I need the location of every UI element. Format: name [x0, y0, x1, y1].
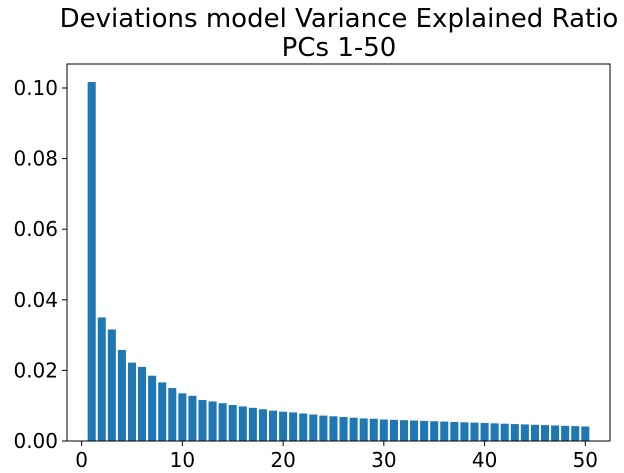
chart-title: Deviations model Variance Explained Rati…: [60, 4, 619, 34]
bar-pc-43: [510, 424, 519, 441]
bar-pc-30: [379, 419, 388, 441]
bar-pc-33: [410, 420, 419, 441]
bar-pc-20: [279, 411, 288, 441]
bar-pc-28: [359, 418, 368, 441]
bar-pc-22: [299, 413, 308, 441]
bar-pc-27: [349, 417, 358, 441]
y-tick-label: 0.06: [13, 217, 58, 241]
x-tick-label: 0: [75, 448, 88, 472]
bar-pc-34: [420, 420, 429, 441]
bar-pc-7: [148, 375, 157, 441]
bar-pc-32: [399, 420, 409, 441]
bar-pc-15: [228, 404, 237, 441]
bar-pc-38: [460, 422, 469, 441]
bar-pc-18: [258, 409, 267, 441]
bar-pc-25: [329, 416, 338, 441]
bar-pc-36: [440, 421, 449, 441]
bar-pc-2: [97, 317, 106, 441]
bar-pc-31: [389, 419, 398, 441]
bar-pc-13: [208, 401, 217, 441]
bar-pc-42: [500, 423, 509, 441]
bar-pc-45: [530, 424, 539, 441]
bar-pc-44: [520, 424, 529, 441]
bar-pc-9: [168, 388, 177, 441]
bar-pc-5: [127, 362, 137, 441]
y-tick-label: 0.02: [13, 358, 58, 382]
y-tick-label: 0.10: [13, 76, 58, 100]
bars-group: [87, 82, 590, 441]
axes-group: 0 10 20 30 40 50 0.00 0.02 0.04 0.06 0.08 0.10: [13, 63, 611, 472]
bar-pc-24: [319, 415, 328, 441]
bar-pc-26: [339, 417, 348, 441]
bar-pc-35: [430, 421, 439, 441]
bar-pc-10: [178, 393, 187, 441]
bar-pc-8: [158, 382, 167, 441]
y-tick-label: 0.08: [13, 147, 58, 171]
bar-pc-48: [561, 425, 570, 441]
chart-subtitle: PCs 1-50: [282, 33, 397, 63]
bar-pc-19: [268, 410, 278, 441]
bar-pc-39: [470, 422, 479, 441]
y-tick-label: 0.00: [13, 429, 58, 453]
bar-pc-23: [309, 414, 318, 441]
bar-pc-16: [238, 406, 247, 441]
bar-pc-29: [369, 418, 378, 441]
bar-pc-1: [87, 82, 96, 441]
plot-frame: [66, 63, 611, 442]
bar-pc-50: [581, 426, 590, 441]
bar-pc-47: [551, 425, 560, 441]
x-tick-label: 10: [170, 448, 195, 472]
bar-pc-41: [490, 423, 499, 441]
bar-pc-37: [450, 421, 459, 441]
bar-pc-46: [540, 425, 550, 441]
x-tick-label: 20: [270, 448, 295, 472]
bar-pc-14: [218, 403, 227, 441]
bar-pc-49: [571, 426, 580, 441]
bar-pc-11: [188, 395, 197, 441]
bar-pc-12: [198, 400, 207, 441]
bar-pc-6: [138, 366, 147, 441]
x-tick-label: 30: [371, 448, 396, 472]
bar-pc-17: [248, 407, 257, 441]
bar-pc-40: [480, 423, 489, 441]
bar-pc-21: [289, 412, 298, 441]
x-tick-label: 50: [573, 448, 598, 472]
y-tick-label: 0.04: [13, 288, 58, 312]
bar-pc-3: [107, 329, 116, 441]
bar-pc-4: [117, 349, 126, 441]
x-tick-label: 40: [472, 448, 497, 472]
